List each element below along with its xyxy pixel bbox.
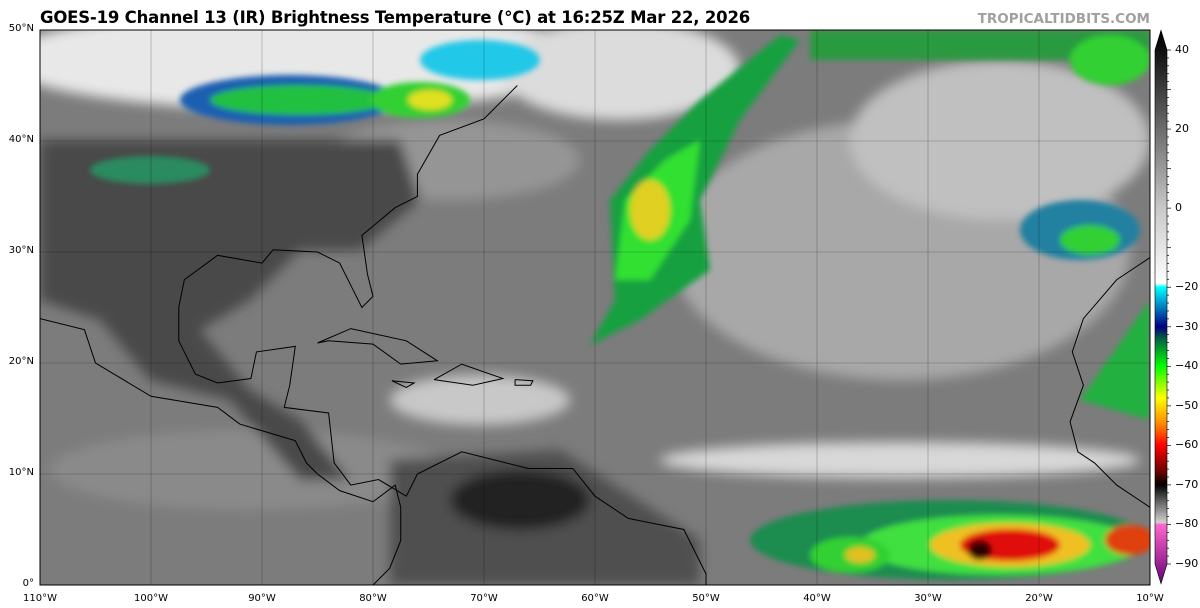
lon-label: 10°W [1136,593,1164,604]
coastline [1069,257,1150,508]
colorbar-label: 0 [1175,201,1182,215]
colorbar-label: −60 [1175,438,1199,452]
watermark: TROPICALTIDBITS.COM [977,11,1150,27]
colorbar-label: −30 [1175,319,1199,333]
colorbar-label: 40 [1175,43,1189,56]
lon-label: 70°W [470,593,498,604]
lon-label: 90°W [248,593,276,604]
lon-label: 100°W [134,593,168,604]
colorbar [1154,29,1171,585]
lat-label: 50°N [8,23,34,34]
lon-label: 110°W [23,593,57,604]
lat-label: 20°N [8,356,34,367]
lon-label: 20°W [1025,593,1053,604]
lon-label: 40°W [803,593,831,604]
coastline [433,363,505,386]
imagery-layer [40,30,1150,585]
lat-label: 0° [22,578,34,589]
coastlines [40,85,1150,585]
lon-label: 60°W [581,593,609,604]
colorbar-label: −80 [1175,517,1199,531]
chart-title: GOES-19 Channel 13 (IR) Brightness Tempe… [40,8,751,27]
coastline [317,328,439,365]
colorbar-label: −90 [1175,557,1199,570]
lon-label: 80°W [359,593,387,604]
colorbar-gradient [1154,29,1168,585]
colorbar-label: 20 [1175,122,1189,136]
colorbar-label: −70 [1175,477,1199,491]
lat-label: 30°N [8,245,34,256]
coastline [40,318,402,585]
coastline [178,85,707,585]
map-frame [39,29,1151,586]
colorbar-label: −20 [1175,280,1199,294]
lat-label: 40°N [8,134,34,145]
colorbar-label: −50 [1175,398,1199,412]
gridlines [40,30,1150,585]
coastline [391,380,416,388]
lat-label: 10°N [8,467,34,478]
colorbar-label: −40 [1175,359,1199,373]
coastline [514,379,534,386]
lon-label: 50°W [692,593,720,604]
lon-label: 30°W [914,593,942,604]
